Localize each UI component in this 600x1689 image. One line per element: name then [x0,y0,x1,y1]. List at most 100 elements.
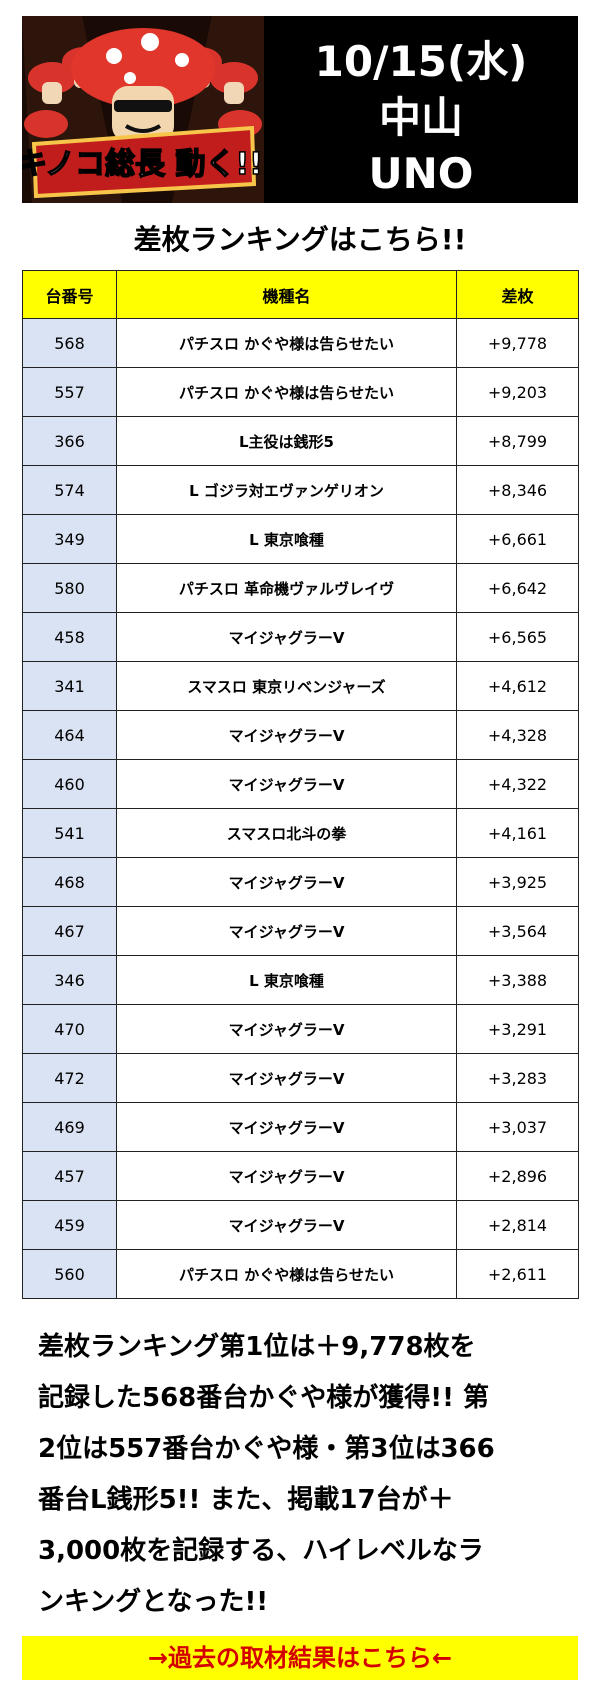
table-row: 574 L ゴジラ対エヴァンゲリオン +8,346 [22,465,579,515]
difference-cell: +4,328 [456,710,579,760]
event-date: 10/15(水) [314,37,528,86]
difference-cell: +2,611 [456,1249,579,1299]
model-name-cell: L ゴジラ対エヴァンゲリオン [116,465,457,515]
model-name-cell: マイジャグラーV [116,906,457,956]
model-name-cell: マイジャグラーV [116,857,457,907]
table-row: 468 マイジャグラーV +3,925 [22,857,579,907]
logo-title-text: キノコ総長 動く!! [22,147,263,182]
machine-number-cell: 464 [22,710,117,760]
machine-number-cell: 459 [22,1200,117,1250]
difference-cell: +3,283 [456,1053,579,1103]
column-header-model-name: 機種名 [116,270,457,319]
kinoko-mascot-illustration: キノコ総長 動く!! [22,16,264,203]
machine-number-cell: 457 [22,1151,117,1201]
summary-line: 番台L銭形5!! また、掲載17台が＋ [38,1485,454,1515]
model-name-cell: スマスロ 東京リベンジャーズ [116,661,457,711]
column-header-difference: 差枚 [456,270,579,319]
column-header-machine-number: 台番号 [22,270,117,319]
machine-number-cell: 574 [22,465,117,515]
difference-cell: +2,814 [456,1200,579,1250]
model-name-cell: マイジャグラーV [116,1151,457,1201]
model-name-cell: スマスロ北斗の拳 [116,808,457,858]
model-name-cell: マイジャグラーV [116,612,457,662]
machine-number-cell: 541 [22,808,117,858]
table-row: 341 スマスロ 東京リベンジャーズ +4,612 [22,661,579,711]
table-row: 346 L 東京喰種 +3,388 [22,955,579,1005]
machine-number-cell: 557 [22,367,117,417]
difference-cell: +3,291 [456,1004,579,1054]
model-name-cell: L 東京喰種 [116,514,457,564]
ranking-heading: 差枚ランキングはこちら!! [133,223,467,256]
header-banner: キノコ総長 動く!! 10/15(水) 中山 UNO [22,16,578,203]
machine-number-cell: 580 [22,563,117,613]
difference-cell: +3,388 [456,955,579,1005]
machine-number-cell: 349 [22,514,117,564]
table-row: 467 マイジャグラーV +3,564 [22,906,579,956]
table-body: 568 パチスロ かぐや様は告らせたい +9,778 557 パチスロ かぐや様は告らせ… [22,318,579,1299]
difference-cell: +3,037 [456,1102,579,1152]
model-name-cell: マイジャグラーV [116,1200,457,1250]
table-row: 349 L 東京喰種 +6,661 [22,514,579,564]
machine-number-cell: 568 [22,318,117,368]
difference-cell: +4,161 [456,808,579,858]
difference-cell: +3,925 [456,857,579,907]
table-row: 560 パチスロ かぐや様は告らせたい +2,611 [22,1249,579,1299]
difference-cell: +4,322 [456,759,579,809]
model-name-cell: L主役は銭形5 [116,416,457,466]
table-row: 472 マイジャグラーV +3,283 [22,1053,579,1103]
table-row: 458 マイジャグラーV +6,565 [22,612,579,662]
difference-cell: +6,661 [456,514,579,564]
table-row: 580 パチスロ 革命機ヴァルヴレイヴ +6,642 [22,563,579,613]
store-name: UNO [368,149,474,198]
table-row: 464 マイジャグラーV +4,328 [22,710,579,760]
machine-number-cell: 470 [22,1004,117,1054]
model-name-cell: L 東京喰種 [116,955,457,1005]
machine-number-cell: 460 [22,759,117,809]
machine-number-cell: 458 [22,612,117,662]
difference-cell: +9,778 [456,318,579,368]
model-name-cell: マイジャグラーV [116,1053,457,1103]
difference-cell: +2,896 [456,1151,579,1201]
model-name-cell: パチスロ かぐや様は告らせたい [116,318,457,368]
difference-cell: +9,203 [456,367,579,417]
summary-line: ンキングとなった!! [38,1587,269,1617]
summary-text: 差枚ランキング第1位は＋9,778枚を 記録した568番台かぐや様が獲得!! 第 2… [38,1322,578,1628]
table-row: 557 パチスロ かぐや様は告らせたい +9,203 [22,367,579,417]
difference-cell: +4,612 [456,661,579,711]
kinoko-logo: キノコ総長 動く!! [22,16,264,203]
table-row: 459 マイジャグラーV +2,814 [22,1200,579,1250]
table-row: 457 マイジャグラーV +2,896 [22,1151,579,1201]
machine-number-cell: 468 [22,857,117,907]
area-name: 中山 [378,93,463,142]
model-name-cell: マイジャグラーV [116,759,457,809]
table-row: 568 パチスロ かぐや様は告らせたい +9,778 [22,318,579,368]
table-row: 366 L主役は銭形5 +8,799 [22,416,579,466]
machine-number-cell: 469 [22,1102,117,1152]
machine-number-cell: 467 [22,906,117,956]
summary-line: 3,000枚を記録する、ハイレベルなラ [38,1536,484,1566]
machine-number-cell: 341 [22,661,117,711]
machine-number-cell: 366 [22,416,117,466]
ranking-table: 台番号 機種名 差枚 568 パチスロ かぐや様は告らせたい +9,778 557 パチ… [22,270,579,1299]
model-name-cell: マイジャグラーV [116,1102,457,1152]
past-results-link-label[interactable]: →過去の取材結果はこちら← [147,1644,453,1672]
difference-cell: +3,564 [456,906,579,956]
difference-cell: +8,346 [456,465,579,515]
table-row: 469 マイジャグラーV +3,037 [22,1102,579,1152]
summary-line: 記録した568番台かぐや様が獲得!! 第 [38,1383,490,1413]
difference-cell: +6,565 [456,612,579,662]
header-info: 10/15(水) 中山 UNO [264,16,578,203]
machine-number-cell: 346 [22,955,117,1005]
table-row: 460 マイジャグラーV +4,322 [22,759,579,809]
model-name-cell: マイジャグラーV [116,710,457,760]
model-name-cell: パチスロ かぐや様は告らせたい [116,1249,457,1299]
table-row: 541 スマスロ北斗の拳 +4,161 [22,808,579,858]
summary-line: 2位は557番台かぐや様・第3位は366 [38,1434,495,1464]
model-name-cell: パチスロ かぐや様は告らせたい [116,367,457,417]
past-results-link[interactable]: →過去の取材結果はこちら← [22,1636,578,1680]
model-name-cell: マイジャグラーV [116,1004,457,1054]
table-header-row: 台番号 機種名 差枚 [22,270,579,319]
summary-line: 差枚ランキング第1位は＋9,778枚を [38,1332,476,1362]
machine-number-cell: 560 [22,1249,117,1299]
model-name-cell: パチスロ 革命機ヴァルヴレイヴ [116,563,457,613]
